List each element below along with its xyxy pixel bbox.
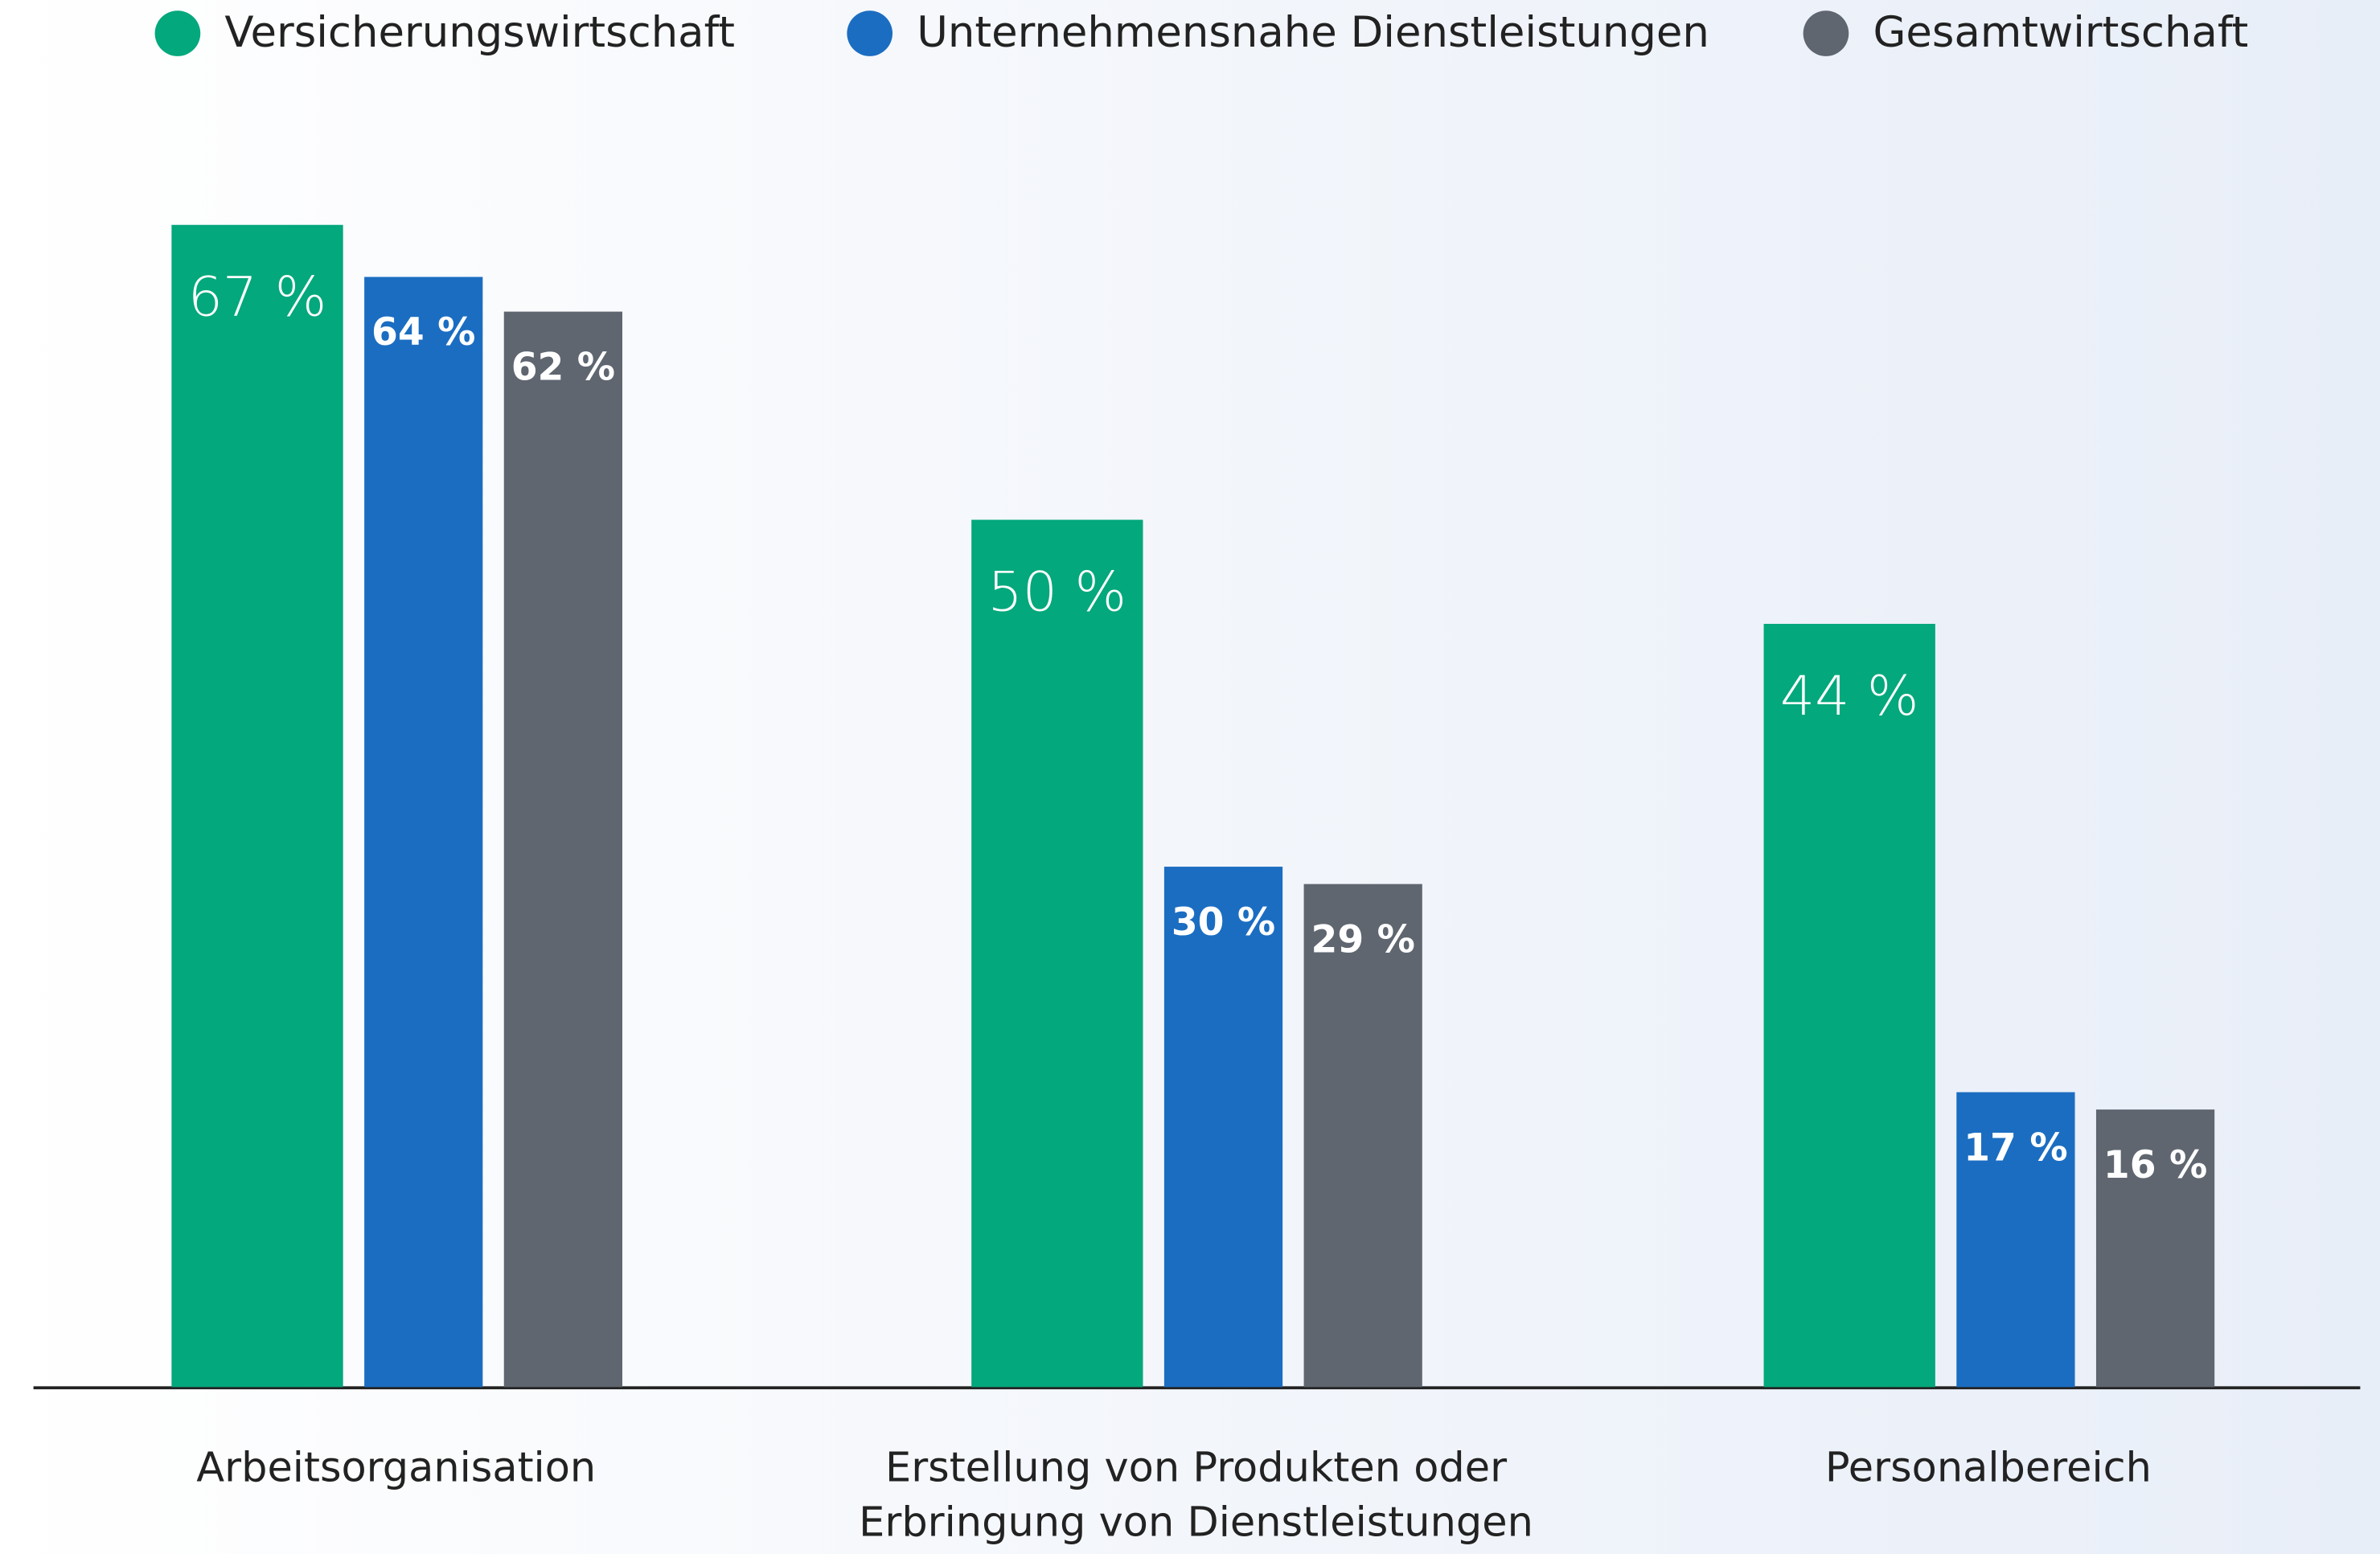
legend-label: Gesamtwirtschaft: [1873, 8, 2248, 57]
bar: [2095, 1109, 2215, 1388]
value-label: 50 %: [988, 560, 1127, 624]
legend-marker: [847, 10, 893, 56]
bar: [171, 224, 343, 1388]
bar: [1163, 867, 1283, 1388]
x-tick-label-box: Personalbereich: [1824, 1445, 2152, 1492]
value-label: 29 %: [1311, 917, 1415, 962]
x-tick-label: Erstellung von Produkten oder Erbringung…: [859, 1445, 1533, 1547]
bar: [971, 519, 1143, 1388]
value-label: 16 %: [2103, 1143, 2207, 1187]
value-label: 64 %: [371, 310, 475, 355]
value-label: 62 %: [511, 345, 615, 389]
value-label: 30 %: [1172, 900, 1275, 945]
x-tick-label: Arbeitsorganisation: [196, 1445, 597, 1492]
bar: [1956, 1092, 2075, 1388]
legend-marker: [1803, 10, 1849, 56]
bar: [1303, 884, 1422, 1388]
value-label: 17 %: [1964, 1126, 2067, 1170]
x-tick-label: Personalbereich: [1824, 1445, 2152, 1492]
value-label: 44 %: [1780, 665, 1919, 728]
legend-label: Unternehmensnahe Dienstleistungen: [917, 8, 1709, 57]
x-tick-label-box: Erstellung von Produkten oder Erbringung…: [859, 1445, 1533, 1547]
x-tick-label-box: Arbeitsorganisation: [196, 1445, 597, 1492]
value-label: 67 %: [188, 266, 327, 330]
bar: [364, 277, 483, 1388]
legend-marker: [154, 10, 201, 56]
bar: [503, 311, 623, 1388]
bar: [1763, 623, 1935, 1388]
legend-label: Versicherungswirtschaft: [224, 8, 735, 57]
